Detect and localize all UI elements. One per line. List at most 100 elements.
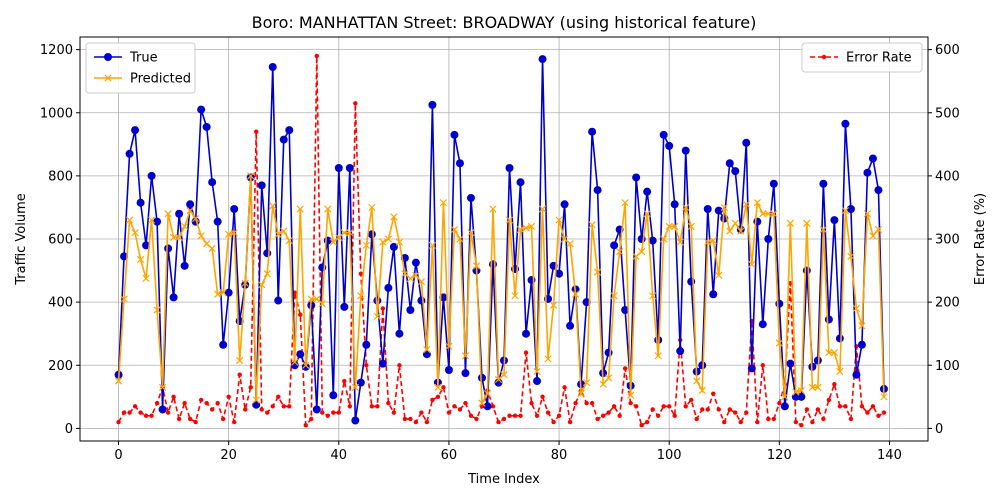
data-point bbox=[269, 202, 277, 210]
data-point bbox=[876, 413, 881, 418]
data-point bbox=[681, 146, 690, 155]
data-point bbox=[285, 126, 294, 135]
data-point bbox=[566, 321, 575, 330]
data-point bbox=[402, 416, 408, 422]
data-point bbox=[131, 229, 139, 237]
data-point bbox=[522, 224, 530, 232]
data-point bbox=[202, 122, 211, 131]
legend-label: Error Rate bbox=[846, 51, 912, 66]
data-point bbox=[633, 404, 639, 409]
data-point bbox=[759, 210, 767, 218]
x-axis: 0 20 40 60 80 100 120 140 bbox=[114, 441, 902, 463]
data-point bbox=[331, 410, 336, 415]
data-point bbox=[380, 306, 386, 311]
data-point bbox=[479, 404, 485, 409]
data-point bbox=[742, 138, 751, 147]
y2-tick-label: 100 bbox=[935, 359, 960, 374]
data-point bbox=[430, 397, 435, 403]
data-point bbox=[153, 217, 162, 226]
data-point bbox=[248, 385, 253, 390]
data-point bbox=[588, 221, 596, 229]
data-point bbox=[555, 216, 563, 224]
data-point bbox=[611, 404, 617, 409]
data-point bbox=[654, 352, 662, 360]
legend-label: True bbox=[129, 51, 158, 66]
data-point bbox=[616, 248, 624, 256]
data-point bbox=[810, 419, 815, 425]
data-point bbox=[450, 130, 459, 139]
data-point bbox=[764, 235, 773, 243]
data-point bbox=[215, 400, 220, 406]
data-point bbox=[659, 130, 668, 139]
data-point bbox=[501, 416, 507, 422]
data-point bbox=[270, 404, 275, 409]
legend-item: True bbox=[94, 51, 158, 66]
data-point bbox=[171, 394, 176, 400]
data-point bbox=[411, 258, 420, 267]
data-point bbox=[120, 252, 129, 261]
data-point bbox=[848, 416, 854, 422]
data-point bbox=[865, 410, 870, 415]
data-point bbox=[731, 219, 739, 227]
data-point bbox=[419, 410, 424, 415]
data-point bbox=[395, 329, 404, 338]
data-point bbox=[147, 216, 156, 224]
data-point bbox=[417, 277, 426, 286]
data-point bbox=[281, 404, 286, 409]
data-point bbox=[584, 400, 589, 406]
data-point bbox=[670, 200, 679, 209]
data-point bbox=[595, 416, 600, 422]
data-point bbox=[147, 171, 156, 180]
data-point bbox=[379, 238, 387, 246]
data-point bbox=[225, 230, 233, 238]
data-point bbox=[549, 301, 558, 309]
data-point bbox=[231, 419, 237, 425]
data-point bbox=[153, 306, 161, 314]
data-point bbox=[846, 205, 855, 214]
data-point bbox=[496, 419, 501, 425]
data-point bbox=[180, 222, 189, 230]
y-tick-label: 0 bbox=[65, 422, 73, 437]
data-point bbox=[397, 363, 402, 368]
data-point bbox=[488, 260, 497, 269]
data-point bbox=[143, 413, 149, 418]
data-point bbox=[841, 119, 850, 128]
data-point bbox=[314, 53, 319, 59]
data-point bbox=[627, 391, 635, 399]
data-point bbox=[555, 269, 564, 278]
data-point bbox=[241, 279, 249, 287]
data-point bbox=[704, 238, 712, 246]
data-point bbox=[863, 210, 872, 218]
data-point bbox=[318, 300, 326, 308]
data-point bbox=[125, 216, 134, 224]
data-point bbox=[435, 394, 441, 400]
data-point bbox=[186, 206, 194, 215]
data-point bbox=[744, 410, 749, 415]
x-tick-label: 0 bbox=[114, 448, 122, 463]
data-point bbox=[715, 271, 723, 279]
data-point bbox=[265, 410, 270, 415]
data-point bbox=[368, 203, 376, 212]
data-point bbox=[655, 413, 661, 418]
data-point bbox=[775, 299, 784, 308]
data-point bbox=[142, 274, 150, 283]
data-point bbox=[483, 390, 492, 398]
data-point bbox=[544, 355, 552, 363]
data-point bbox=[868, 154, 877, 163]
data-point bbox=[859, 404, 865, 409]
data-point bbox=[650, 407, 655, 412]
data-point bbox=[154, 400, 160, 406]
data-point bbox=[369, 404, 375, 409]
data-point bbox=[219, 340, 228, 349]
data-point bbox=[351, 416, 360, 425]
data-point bbox=[694, 416, 699, 422]
data-point bbox=[804, 407, 810, 412]
data-point bbox=[142, 241, 151, 250]
data-point bbox=[813, 356, 822, 365]
data-point bbox=[114, 377, 123, 385]
data-point bbox=[551, 419, 556, 425]
data-point bbox=[204, 400, 209, 406]
data-point bbox=[186, 200, 195, 209]
data-point bbox=[276, 394, 281, 400]
